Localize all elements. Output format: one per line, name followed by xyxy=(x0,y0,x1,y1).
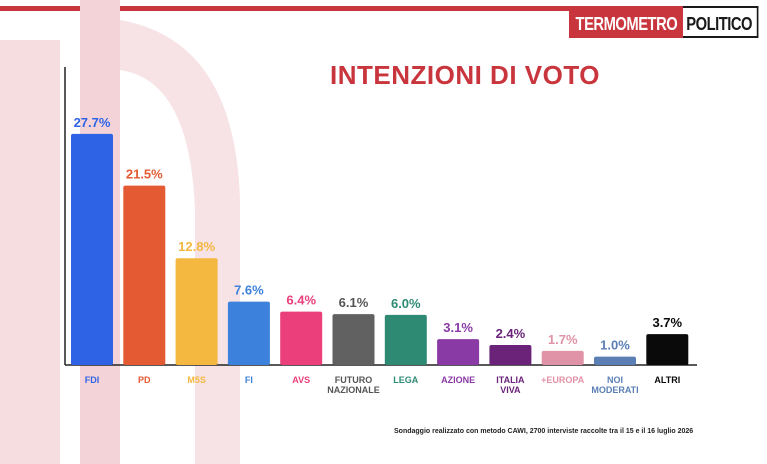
bar-3 xyxy=(175,258,218,365)
logo-text-right: POLITICO xyxy=(682,6,759,38)
bar-5 xyxy=(280,311,323,365)
category-label-8: AZIONE xyxy=(441,375,475,385)
footnote: Sondaggio realizzato con metodo CAWI, 27… xyxy=(394,428,694,435)
category-label-11: NOI MODERATI xyxy=(591,375,638,395)
data-label-2: 21.5% xyxy=(126,167,163,182)
brand-logo: TERMOMETRO POLITICO xyxy=(569,6,759,38)
category-label-10: +EUROPA xyxy=(541,375,585,385)
bar-1 xyxy=(71,133,113,365)
bar-11 xyxy=(594,356,636,365)
data-label-3: 12.8% xyxy=(178,239,215,254)
category-label-4: FI xyxy=(245,375,253,385)
category-label-7: LEGA xyxy=(393,375,419,385)
category-label-2: PD xyxy=(138,375,151,385)
data-label-9: 2.4% xyxy=(496,326,526,341)
category-label-3: M5S xyxy=(187,375,206,385)
bar-2 xyxy=(123,185,166,365)
category-label-5: AVS xyxy=(292,375,310,385)
bar-9 xyxy=(489,344,532,365)
category-label-6: FUTURO NAZIONALE xyxy=(327,375,380,395)
category-label-1: FDI xyxy=(85,375,100,385)
data-label-1: 27.7% xyxy=(74,115,111,130)
data-label-11: 1.0% xyxy=(600,338,630,353)
logo-text-left: TERMOMETRO xyxy=(569,6,683,38)
bar-12 xyxy=(646,334,689,365)
category-label-9: ITALIA VIVA xyxy=(496,375,525,395)
data-label-10: 1.7% xyxy=(548,332,578,347)
category-label-12: ALTRI xyxy=(654,375,680,385)
data-label-6: 6.1% xyxy=(339,295,369,310)
data-label-12: 3.7% xyxy=(652,315,682,330)
top-accent-bar xyxy=(0,6,757,11)
data-label-4: 7.6% xyxy=(234,283,264,298)
bar-10 xyxy=(541,350,584,365)
data-label-5: 6.4% xyxy=(286,293,316,308)
bar-7 xyxy=(384,314,427,365)
bar-6 xyxy=(332,314,375,365)
data-label-8: 3.1% xyxy=(443,320,473,335)
chart-title: INTENZIONI DI VOTO xyxy=(330,60,600,90)
data-label-7: 6.0% xyxy=(391,296,421,311)
bar-4 xyxy=(227,301,270,365)
bar-8 xyxy=(437,339,480,365)
